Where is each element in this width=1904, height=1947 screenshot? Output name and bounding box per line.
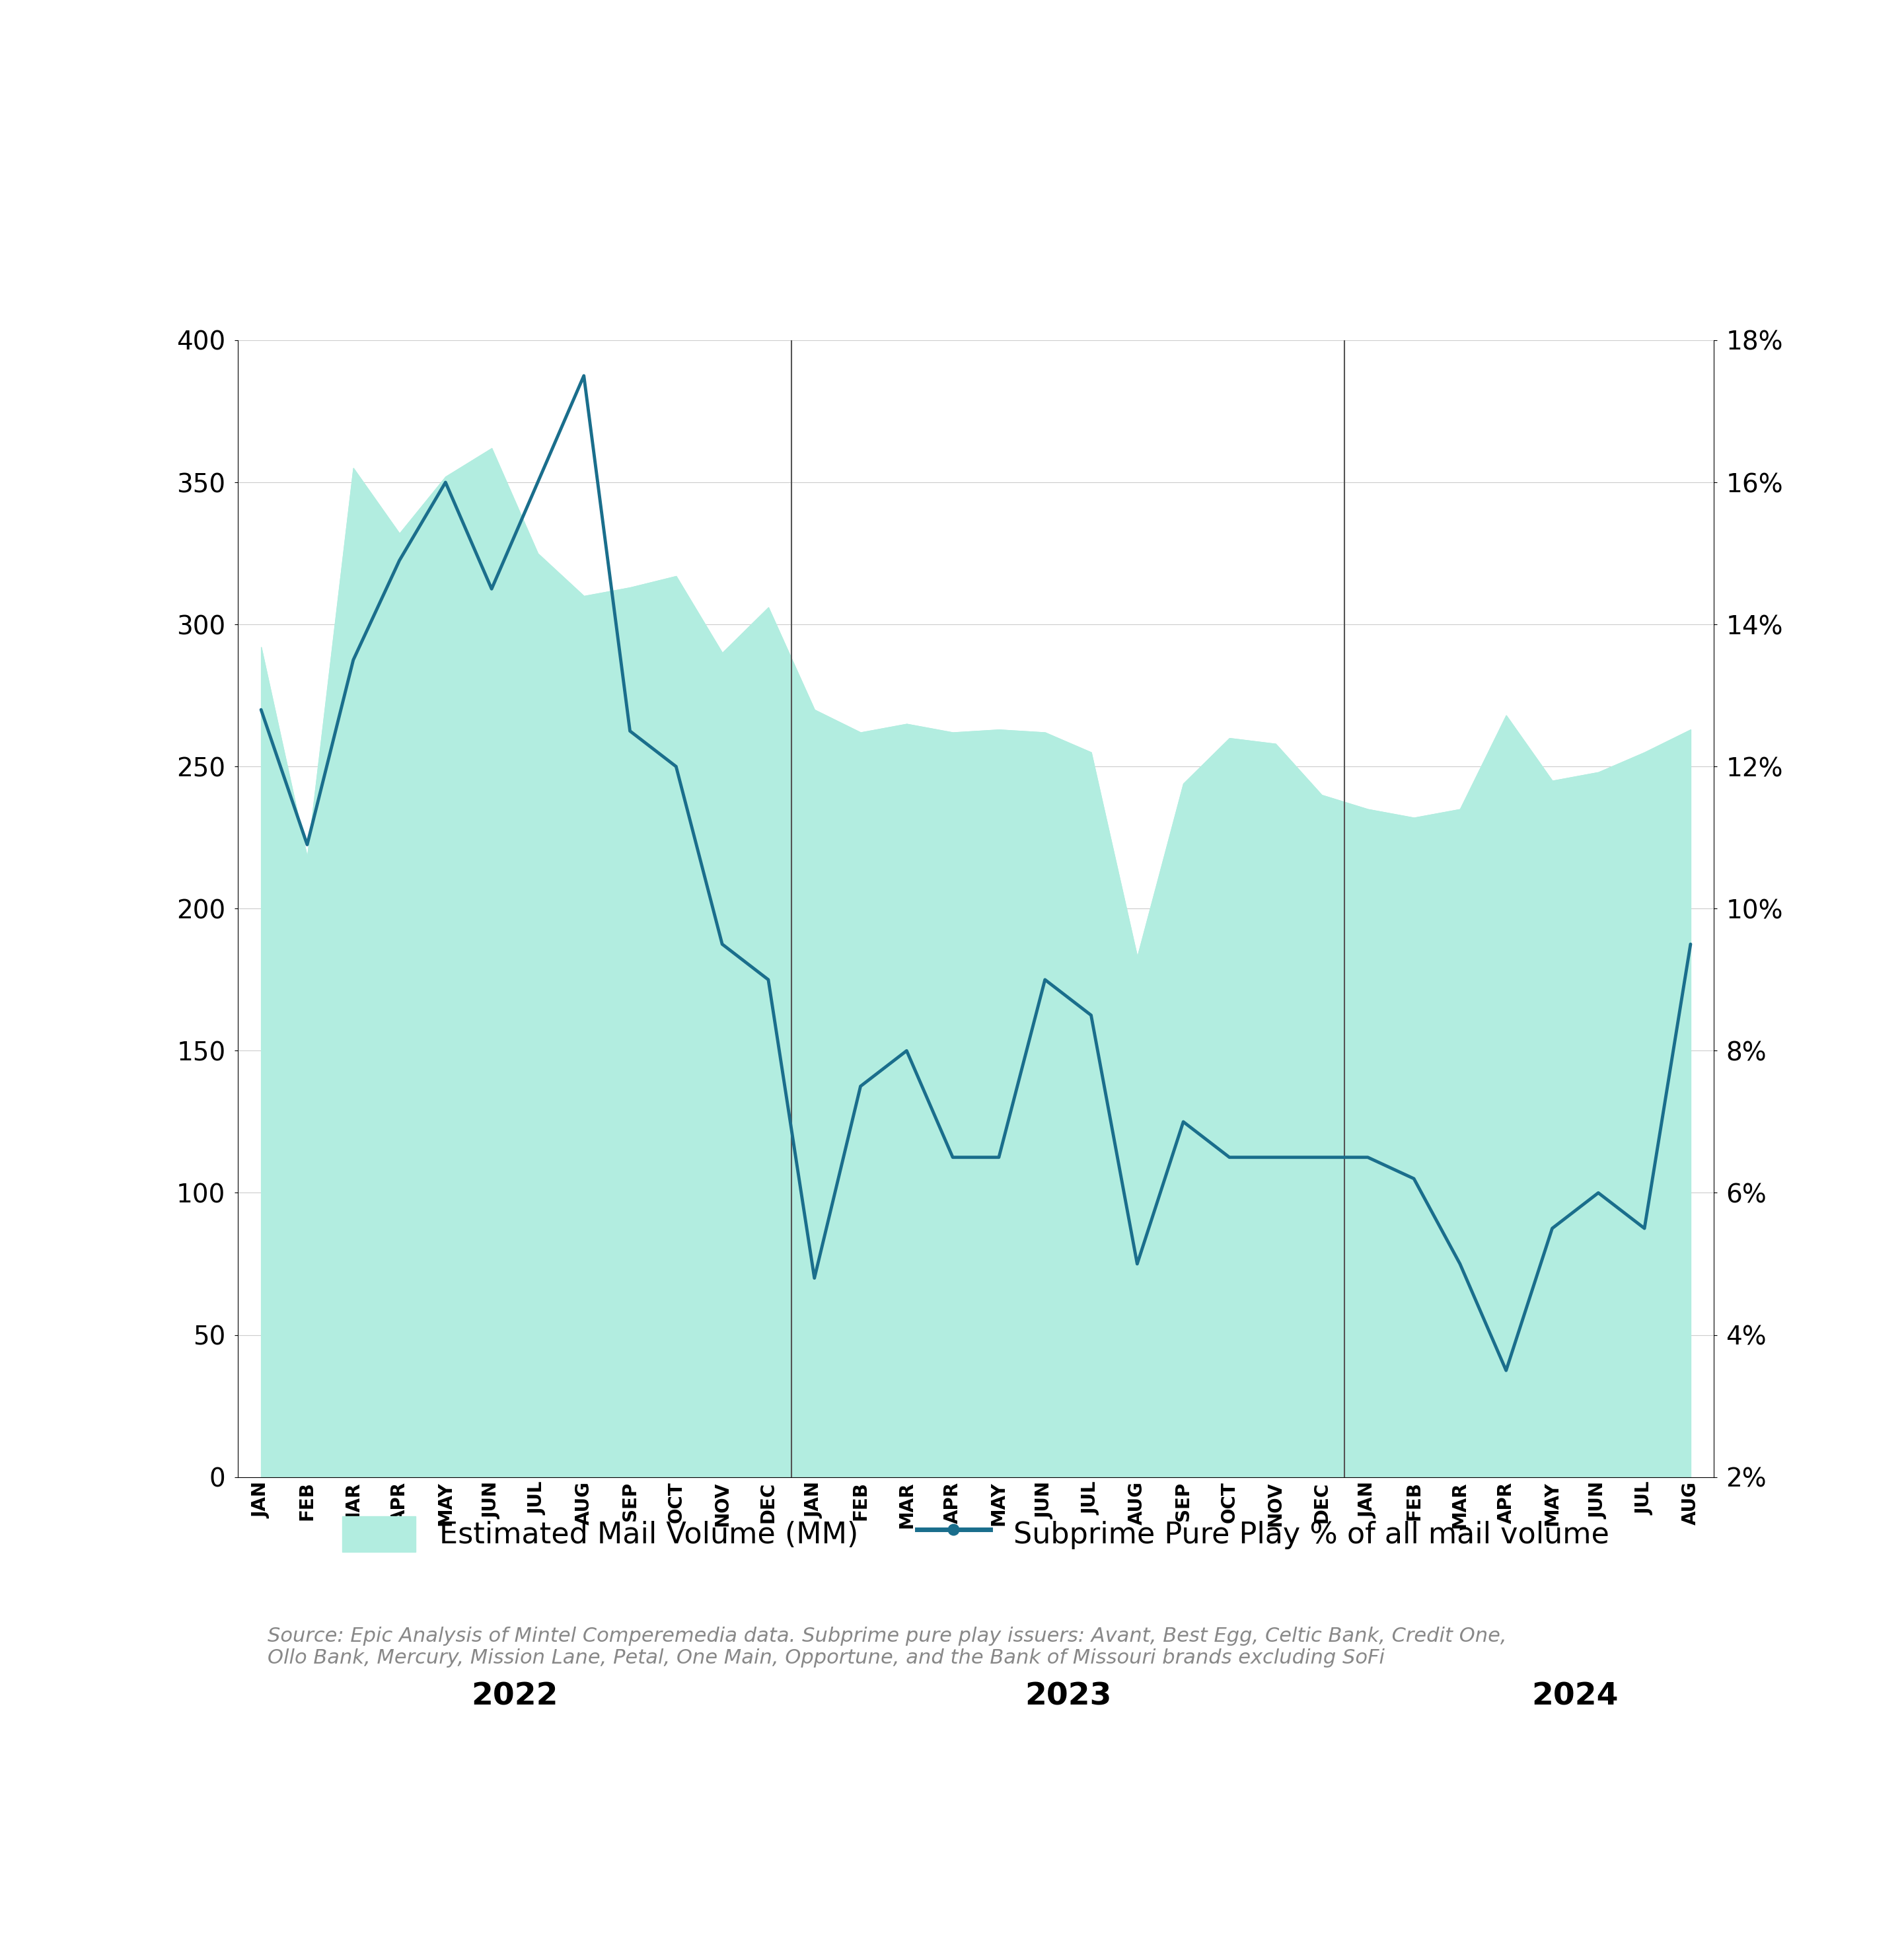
Text: 2022: 2022 (470, 1682, 558, 1711)
Text: CREDIT CARD - SUBPRIME PURE PLAY BY MONTH: CREDIT CARD - SUBPRIME PURE PLAY BY MONT… (282, 261, 1733, 313)
Text: 2024: 2024 (1533, 1682, 1618, 1711)
Text: Source: Epic Analysis of Mintel Comperemedia data. Subprime pure play issuers: A: Source: Epic Analysis of Mintel Comperem… (267, 1626, 1506, 1669)
Legend: Estimated Mail Volume (MM), Subprime Pure Play % of all mail volume: Estimated Mail Volume (MM), Subprime Pur… (343, 1517, 1609, 1552)
Text: 2023: 2023 (1024, 1682, 1112, 1711)
